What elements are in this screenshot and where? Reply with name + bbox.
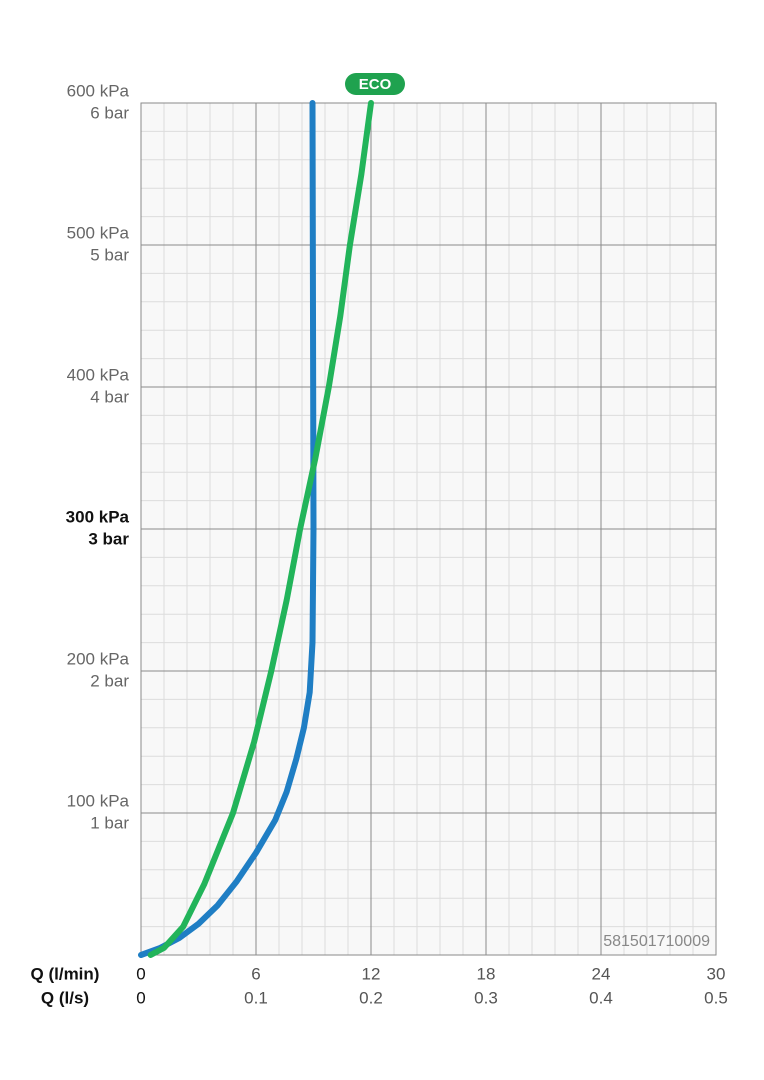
x2-tick-label: 0.5: [704, 988, 728, 1007]
x-tick-label: 0: [136, 964, 145, 983]
eco-badge: [345, 73, 405, 95]
x2-tick-label: 0.2: [359, 988, 383, 1007]
y-bar-tick-label: 2 bar: [90, 671, 129, 690]
x2-axis-label: Q (l/s): [41, 988, 89, 1007]
x2-tick-label: 0: [136, 988, 145, 1007]
x-tick-label: 18: [477, 964, 496, 983]
grid: [140, 102, 717, 955]
x-axis-label: Q (l/min): [31, 964, 100, 983]
x2-tick-label: 0.3: [474, 988, 498, 1007]
eco-label: ECO: [359, 76, 392, 93]
y-tick-label: 600 kPa: [67, 81, 130, 100]
plot-frame: [140, 102, 717, 956]
y-bar-tick-label: 1 bar: [90, 813, 129, 832]
y-tick-label: 500 kPa: [67, 223, 130, 242]
flow-curve: [138, 100, 317, 958]
y-tick-label: 100 kPa: [67, 791, 130, 810]
x-tick-label: 12: [362, 964, 381, 983]
y-bar-tick-label: 5 bar: [90, 245, 129, 264]
y-tick-label: 200 kPa: [67, 649, 130, 668]
x-tick-label: 30: [707, 964, 726, 983]
y-bar-tick-label: 6 bar: [90, 103, 129, 122]
x-tick-label: 6: [251, 964, 260, 983]
y-tick-label: 400 kPa: [67, 365, 130, 384]
x2-tick-label: 0.1: [244, 988, 268, 1007]
x-tick-label: 24: [592, 964, 611, 983]
y-tick-label: 300 kPa: [66, 507, 130, 526]
code-label: 581501710009: [603, 933, 710, 950]
y-bar-tick-label: 3 bar: [88, 529, 129, 548]
y-bar-tick-label: 4 bar: [90, 387, 129, 406]
flow-curve: [147, 100, 374, 958]
x2-tick-label: 0.4: [589, 988, 613, 1007]
